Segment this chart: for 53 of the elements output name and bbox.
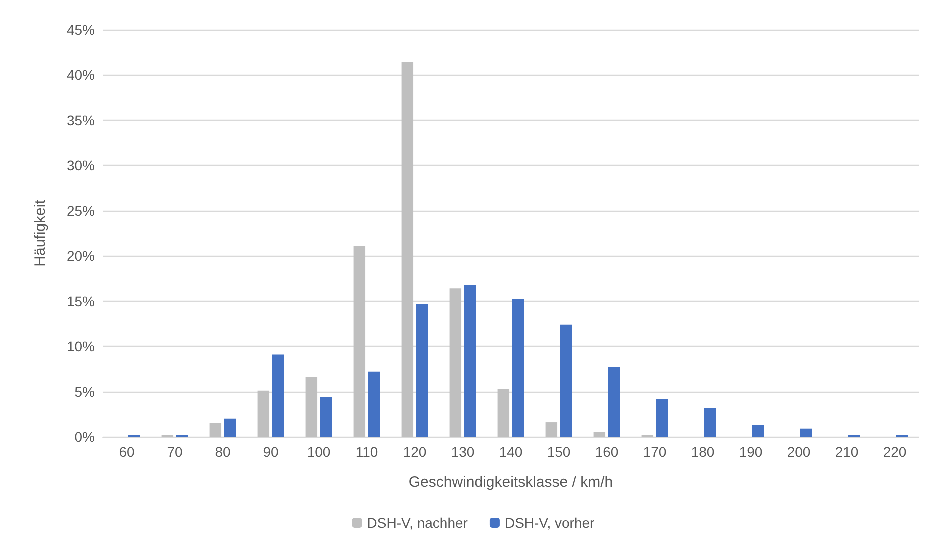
bar — [320, 397, 332, 437]
x-tick-label: 80 — [215, 444, 231, 460]
y-axis-title: Häufigkeit — [32, 199, 49, 267]
legend-label: DSH-V, nachher — [367, 515, 468, 531]
y-tick-label: 40% — [66, 67, 95, 84]
y-tick-label: 45% — [66, 22, 95, 38]
x-tick-label: 130 — [451, 444, 475, 460]
bar — [594, 432, 606, 437]
bar — [608, 367, 620, 437]
bar — [258, 390, 270, 437]
y-tick-label: 30% — [66, 158, 95, 174]
y-tick-label: 5% — [74, 384, 95, 400]
x-tick-label: 180 — [691, 444, 715, 460]
bar — [752, 425, 764, 437]
bar — [416, 304, 428, 437]
bar — [306, 377, 318, 437]
x-tick-label: 160 — [595, 444, 619, 460]
x-tick-label: 200 — [787, 444, 811, 460]
x-tick-label: 110 — [356, 444, 378, 460]
y-tick-label: 15% — [66, 293, 95, 310]
x-axis-title: Geschwindigkeitsklasse / km/h — [408, 474, 614, 491]
bar — [402, 62, 414, 437]
bar — [464, 285, 476, 437]
y-tick-label: 25% — [66, 202, 95, 219]
x-tick-label: 70 — [167, 444, 183, 460]
x-tick-label: 120 — [403, 444, 427, 460]
x-tick-label: 210 — [835, 444, 859, 460]
bar — [546, 422, 558, 437]
bar — [354, 246, 366, 437]
x-tick-label: 170 — [643, 444, 667, 460]
x-tick-label: 60 — [119, 444, 135, 460]
bar — [450, 288, 462, 437]
bar — [498, 389, 510, 437]
bar — [272, 354, 284, 437]
bar — [512, 300, 524, 437]
y-tick-label: 20% — [66, 248, 95, 264]
x-tick-label: 190 — [739, 444, 763, 460]
x-tick-label: 150 — [547, 444, 571, 460]
bar — [656, 399, 668, 437]
x-tick-label: 140 — [499, 444, 523, 460]
legend-label: DSH-V, vorher — [504, 515, 596, 531]
y-tick-label: 35% — [66, 112, 95, 128]
bar — [800, 428, 812, 437]
x-tick-label: 220 — [883, 444, 907, 460]
bar — [210, 423, 222, 437]
bar — [368, 372, 380, 437]
bar — [704, 408, 716, 437]
bar — [560, 324, 572, 437]
x-tick-label: 90 — [263, 444, 279, 460]
y-tick-label: 0% — [74, 429, 95, 445]
x-tick-label: 100 — [307, 444, 331, 460]
y-tick-label: 10% — [66, 338, 95, 355]
bar — [224, 418, 236, 437]
